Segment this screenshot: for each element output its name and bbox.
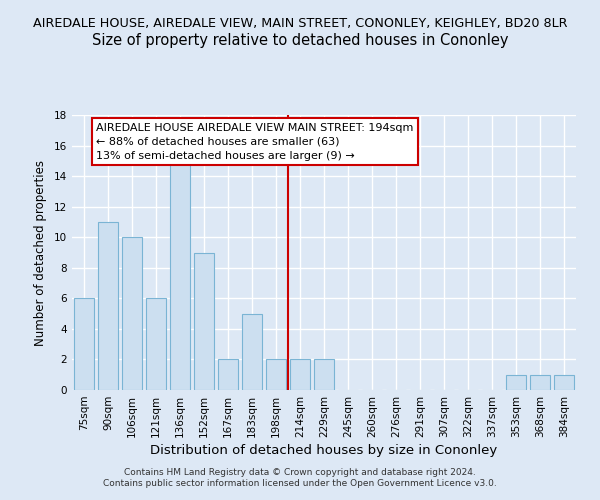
Bar xyxy=(122,237,142,390)
Text: AIREDALE HOUSE, AIREDALE VIEW, MAIN STREET, CONONLEY, KEIGHLEY, BD20 8LR: AIREDALE HOUSE, AIREDALE VIEW, MAIN STRE… xyxy=(33,18,567,30)
Bar xyxy=(98,222,118,390)
Bar xyxy=(170,161,190,390)
Y-axis label: Number of detached properties: Number of detached properties xyxy=(34,160,47,346)
Bar xyxy=(266,360,286,390)
Bar xyxy=(74,298,94,390)
Bar xyxy=(194,252,214,390)
Bar xyxy=(218,360,238,390)
X-axis label: Distribution of detached houses by size in Cononley: Distribution of detached houses by size … xyxy=(151,444,497,457)
Bar xyxy=(530,374,550,390)
Bar xyxy=(554,374,574,390)
Text: Contains HM Land Registry data © Crown copyright and database right 2024.
Contai: Contains HM Land Registry data © Crown c… xyxy=(103,468,497,487)
Bar xyxy=(146,298,166,390)
Bar xyxy=(290,360,310,390)
Bar xyxy=(242,314,262,390)
Bar xyxy=(506,374,526,390)
Bar xyxy=(314,360,334,390)
Text: Size of property relative to detached houses in Cononley: Size of property relative to detached ho… xyxy=(92,32,508,48)
Text: AIREDALE HOUSE AIREDALE VIEW MAIN STREET: 194sqm
← 88% of detached houses are sm: AIREDALE HOUSE AIREDALE VIEW MAIN STREET… xyxy=(96,122,413,160)
